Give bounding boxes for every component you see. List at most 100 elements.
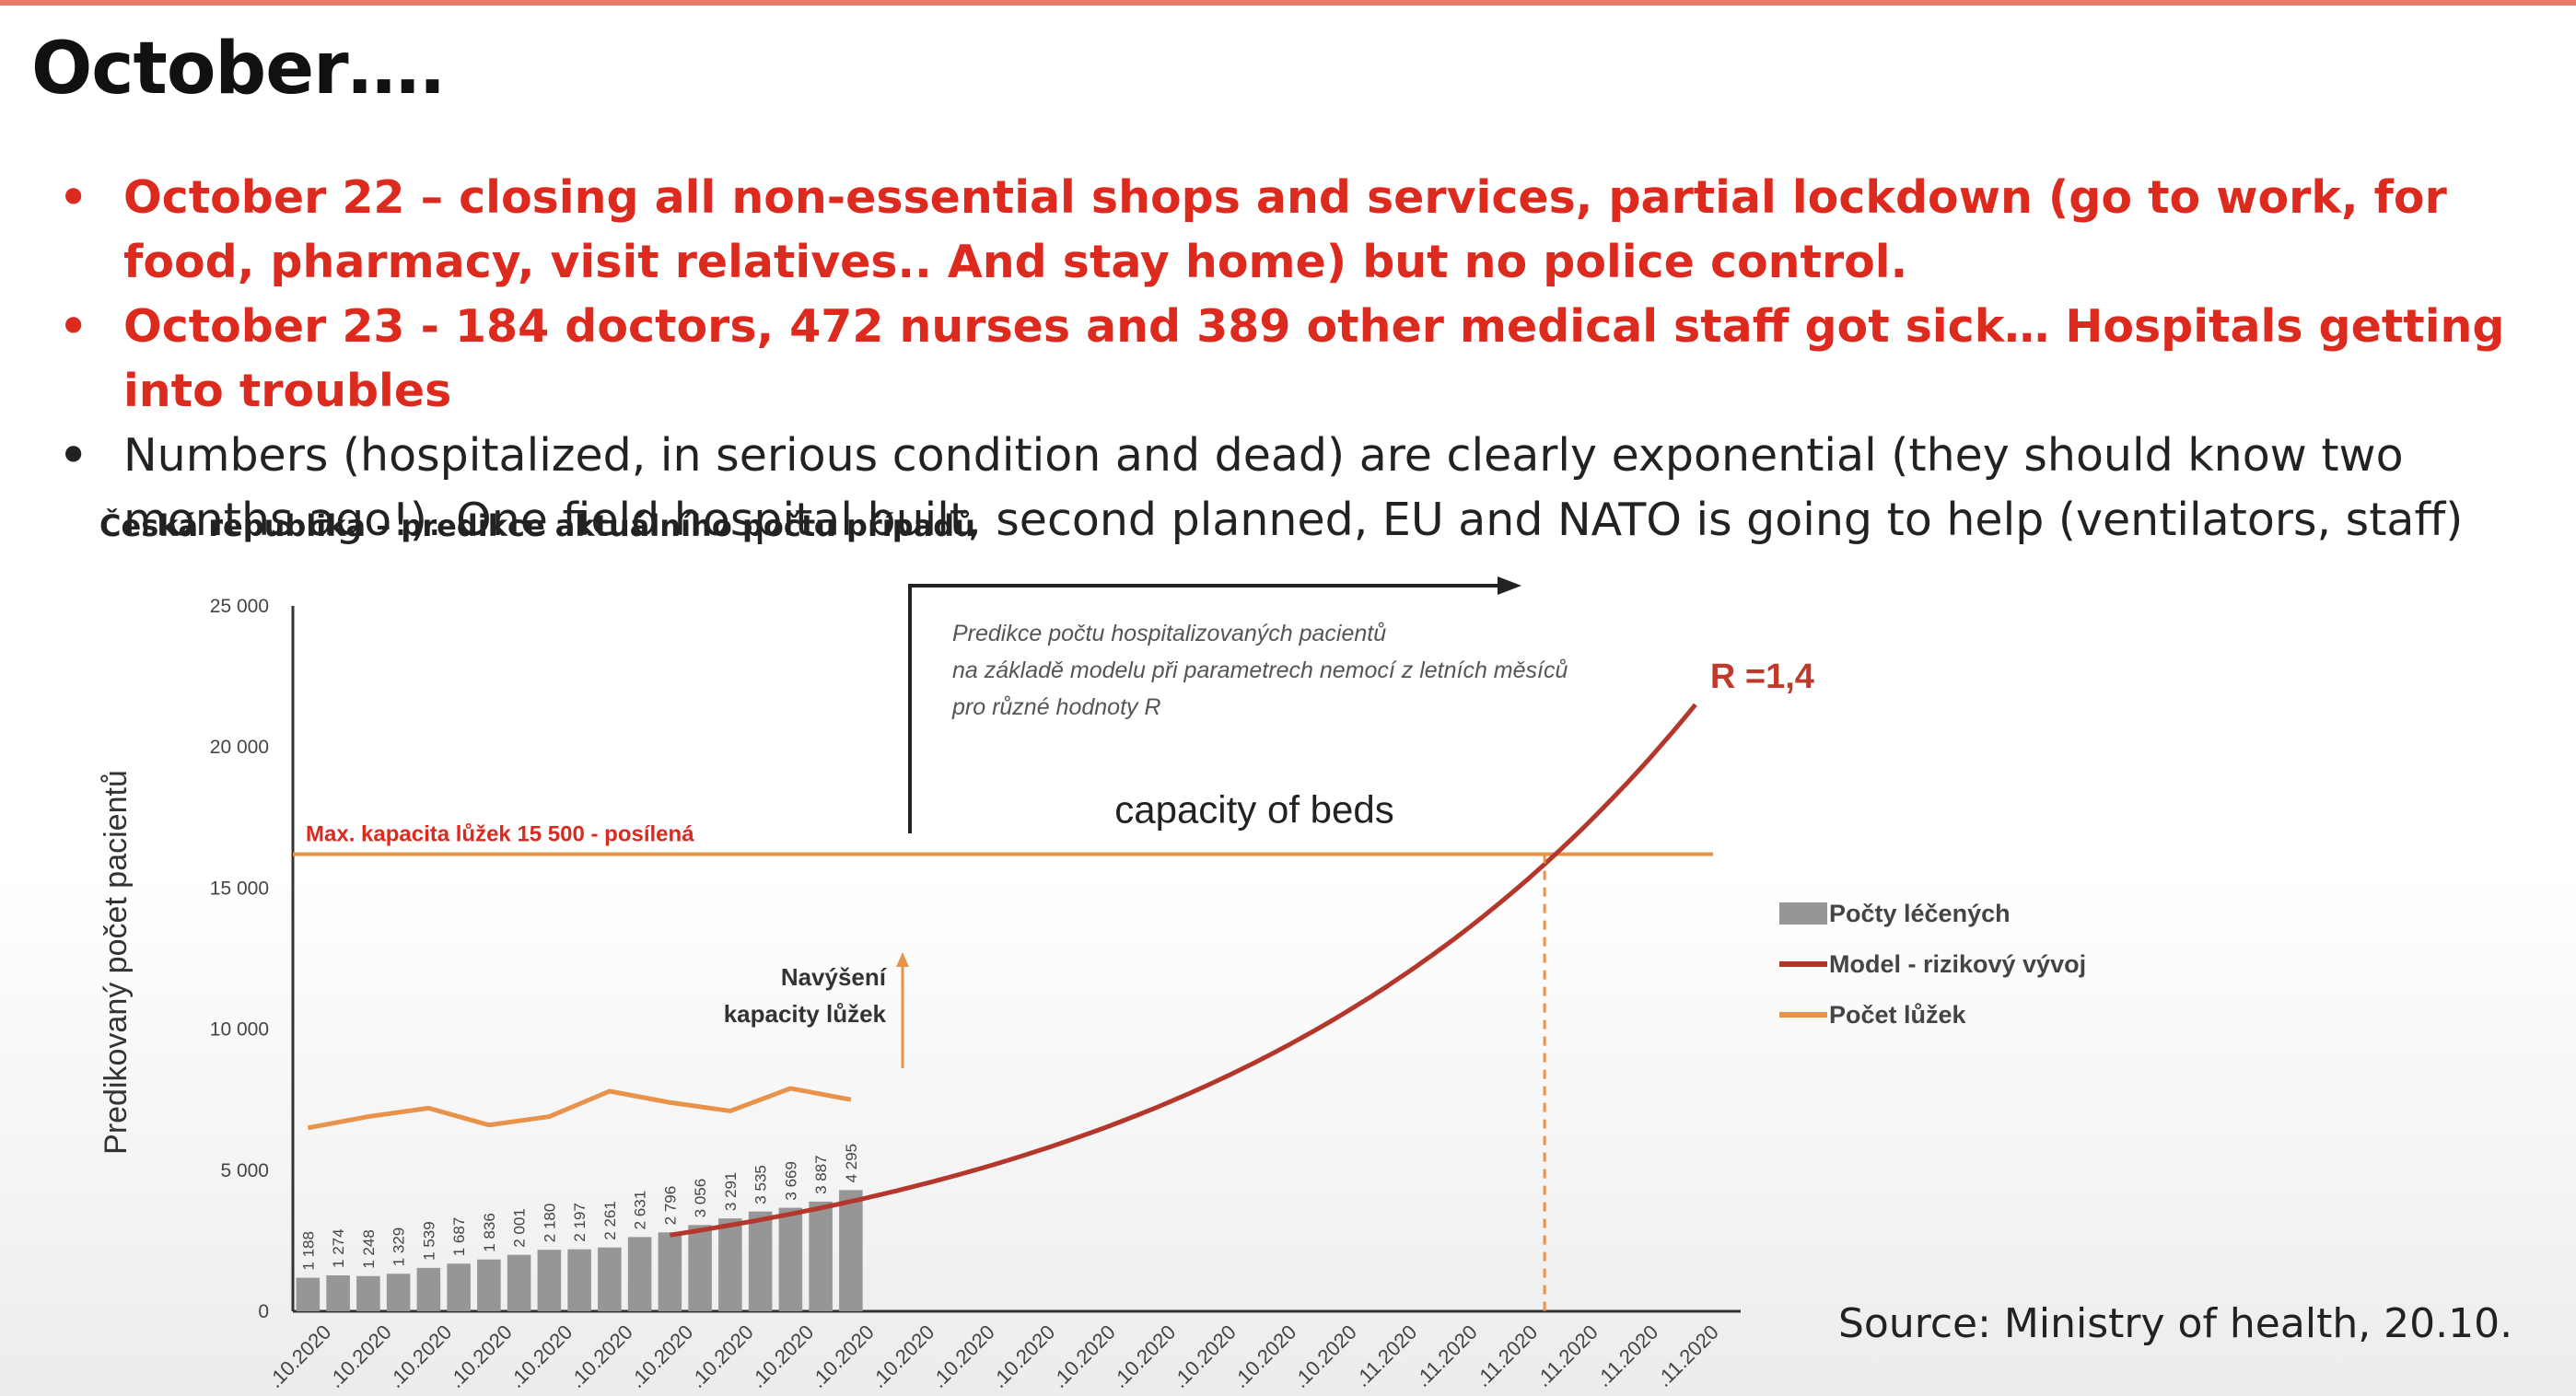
r-value-label: R =1,4 [1710, 657, 1814, 696]
bar-hospitalized [598, 1247, 622, 1311]
x-tick-label: .10.2020 [686, 1320, 758, 1392]
bar-data-label: 4 295 [843, 1144, 860, 1183]
legend-swatch-bar [1779, 902, 1827, 925]
x-tick-label: .10.2020 [746, 1320, 818, 1392]
bar-hospitalized [778, 1207, 803, 1311]
bar-hospitalized [416, 1267, 441, 1311]
y-tick-label: 10 000 [210, 1019, 269, 1041]
bar-hospitalized [718, 1218, 742, 1311]
x-tick-label: .10.2020 [384, 1320, 456, 1392]
bar-hospitalized [688, 1225, 712, 1311]
chart-title: Česká republika – predikce aktuálního po… [99, 508, 975, 543]
bar-hospitalized [627, 1237, 652, 1311]
increase-note-line: Navýšení [781, 963, 887, 991]
max-capacity-label: Max. kapacita lůžek 15 500 - posílená [306, 822, 694, 847]
bullet-list: • October 22 – closing all non-essential… [59, 166, 2546, 553]
x-tick-label: .10.2020 [1048, 1320, 1120, 1392]
bar-data-label: 2 001 [511, 1208, 529, 1248]
prediction-note-line: na základě modelu při parametrech nemocí… [952, 657, 1568, 683]
bar-hospitalized [658, 1232, 682, 1311]
y-axis-label: Predikovaný počet pacientů [99, 770, 134, 1155]
bar-data-label: 3 669 [782, 1161, 799, 1201]
x-tick-label: .11.2020 [1471, 1320, 1542, 1391]
bar-data-label: 2 796 [661, 1186, 679, 1226]
prediction-arrow [908, 584, 1501, 833]
legend-label: Počty léčených [1829, 900, 2011, 927]
x-tick-label: .10.2020 [807, 1320, 879, 1392]
bar-hospitalized [326, 1274, 350, 1311]
bar-data-label: 1 248 [360, 1229, 378, 1269]
bar-data-label: 1 274 [330, 1228, 347, 1268]
top-accent-strip [0, 0, 2576, 6]
bar-data-label: 1 329 [390, 1227, 408, 1267]
x-tick-label: .11.2020 [1532, 1320, 1603, 1391]
bar-hospitalized [809, 1201, 833, 1311]
bar-data-label: 2 180 [541, 1204, 558, 1243]
bar-hospitalized [296, 1277, 321, 1311]
bullet-text: October 23 - 184 doctors, 472 nurses and… [123, 300, 2505, 417]
bullet-item: • October 22 – closing all non-essential… [59, 166, 2546, 295]
bullet-dot: • [59, 171, 88, 224]
bar-data-label: 2 631 [632, 1191, 649, 1230]
bar-data-label: 3 535 [752, 1165, 770, 1204]
x-tick-label: .10.2020 [445, 1320, 517, 1392]
x-tick-label: .10.2020 [625, 1320, 697, 1392]
x-tick-label: .10.2020 [867, 1320, 938, 1392]
x-tick-label: .10.2020 [263, 1320, 335, 1392]
bullet-dot: • [59, 429, 88, 482]
bar-data-label: 3 887 [812, 1155, 830, 1194]
x-tick-label: .10.2020 [324, 1320, 396, 1392]
bar-hospitalized [748, 1211, 773, 1311]
x-tick-label: .11.2020 [1652, 1320, 1723, 1391]
bullet-text: Numbers (hospitalized, in serious condit… [123, 429, 2464, 546]
x-tick-label: .11.2020 [1350, 1320, 1421, 1391]
bar-hospitalized [507, 1254, 531, 1311]
bar-hospitalized [537, 1250, 562, 1311]
bar-data-label: 3 056 [692, 1179, 709, 1218]
y-tick-label: 5 000 [220, 1160, 269, 1181]
source-note: Source: Ministry of health, 20.10. [1838, 1300, 2513, 1347]
bar-data-label: 1 687 [450, 1217, 468, 1257]
bar-data-label: 1 836 [481, 1213, 498, 1252]
bar-hospitalized [386, 1274, 411, 1311]
bullet-item: • October 23 - 184 doctors, 472 nurses a… [59, 295, 2546, 424]
x-tick-label: .11.2020 [1411, 1320, 1482, 1391]
bar-data-label: 2 261 [601, 1201, 619, 1240]
bar-data-label: 1 188 [299, 1231, 317, 1271]
model-curve [670, 703, 1697, 1238]
y-tick-label: 15 000 [210, 878, 269, 899]
bar-hospitalized [567, 1249, 591, 1311]
x-tick-label: .10.2020 [927, 1320, 999, 1392]
y-tick-label: 0 [258, 1301, 269, 1322]
bar-data-label: 2 197 [571, 1203, 589, 1242]
x-tick-label: .10.2020 [987, 1320, 1059, 1392]
capacity-annotation: capacity of beds [1114, 788, 1394, 832]
beds-line [307, 1086, 852, 1131]
bar-data-label: 1 539 [420, 1221, 437, 1261]
legend-label: Počet lůžek [1829, 1001, 1967, 1029]
prediction-note-line: pro různé hodnoty R [951, 694, 1161, 720]
x-tick-label: .11.2020 [1591, 1320, 1662, 1391]
bar-hospitalized [839, 1190, 863, 1311]
bullet-item: • Numbers (hospitalized, in serious cond… [59, 424, 2546, 553]
bar-hospitalized [447, 1263, 471, 1311]
increase-arrowhead [896, 952, 909, 967]
x-tick-label: .10.2020 [1289, 1320, 1361, 1392]
prediction-arrowhead [1498, 576, 1521, 595]
bar-hospitalized [356, 1275, 380, 1311]
legend-label: Model - rizikový vývoj [1829, 950, 2086, 978]
prediction-note-line: Predikce počtu hospitalizovaných pacient… [952, 621, 1386, 646]
increase-note-line: kapacity lůžek [724, 1000, 887, 1028]
x-tick-label: .10.2020 [1108, 1320, 1180, 1392]
bullet-dot: • [59, 300, 88, 353]
bullet-text: October 22 – closing all non-essential s… [123, 171, 2447, 288]
bar-hospitalized [477, 1259, 501, 1311]
bar-data-label: 3 291 [722, 1172, 740, 1212]
x-tick-label: .10.2020 [565, 1320, 637, 1392]
x-tick-label: .10.2020 [1169, 1320, 1241, 1392]
y-tick-label: 25 000 [210, 596, 269, 617]
y-tick-label: 20 000 [210, 737, 269, 758]
slide-title: October…. [31, 28, 446, 111]
x-tick-label: .10.2020 [1229, 1320, 1300, 1392]
